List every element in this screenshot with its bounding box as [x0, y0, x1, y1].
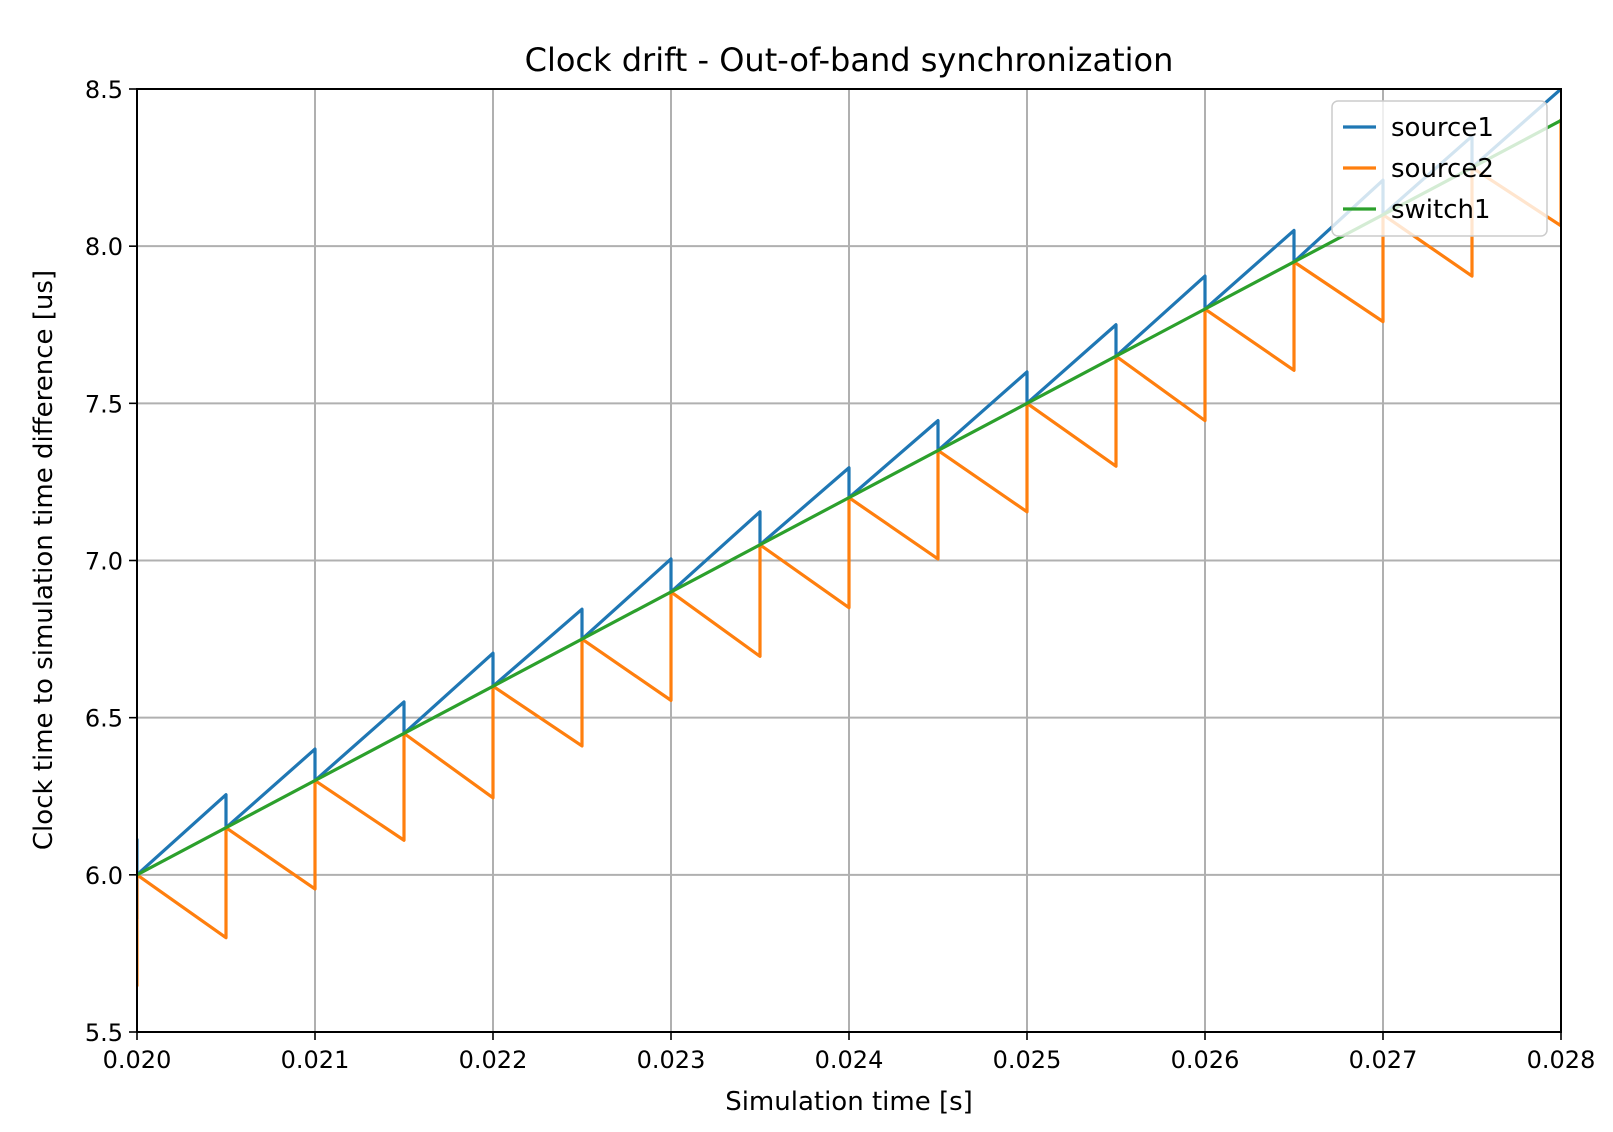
series-line-switch1	[137, 118, 1561, 877]
x-tick-label: 0.028	[1527, 1046, 1596, 1074]
legend-label-source2: source2	[1391, 154, 1494, 184]
x-tick-label: 0.022	[459, 1046, 528, 1074]
x-tick-label: 0.024	[815, 1046, 884, 1074]
chart-title: Clock drift - Out-of-band synchronizatio…	[525, 41, 1174, 79]
y-tick-label: 7.5	[85, 390, 123, 418]
x-tick-label: 0.026	[1171, 1046, 1240, 1074]
y-tick-label: 8.0	[85, 233, 123, 261]
legend-label-switch1: switch1	[1391, 195, 1491, 225]
y-tick-label: 5.5	[85, 1019, 123, 1047]
y-tick-label: 7.0	[85, 548, 123, 576]
x-tick-label: 0.025	[993, 1046, 1062, 1074]
series-line-source2	[137, 118, 1561, 987]
y-tick-label: 6.0	[85, 862, 123, 890]
y-tick-label: 8.5	[85, 76, 123, 104]
series-group	[137, 89, 1561, 987]
legend-box	[1331, 100, 1548, 237]
x-tick-label: 0.021	[281, 1046, 350, 1074]
x-tick-label: 0.020	[103, 1046, 172, 1074]
legend: source1 source2 switch1	[1331, 100, 1548, 237]
x-tick-label: 0.027	[1349, 1046, 1418, 1074]
series-line-source1	[137, 89, 1561, 921]
y-tick-label: 6.5	[85, 705, 123, 733]
legend-label-source1: source1	[1391, 113, 1494, 143]
y-axis-label: Clock time to simulation time difference…	[29, 270, 59, 850]
x-tick-label: 0.023	[637, 1046, 706, 1074]
x-axis-label: Simulation time [s]	[725, 1087, 973, 1117]
ticks: 0.020 0.021 0.022 0.023 0.024 0.025 0.026 0.027…	[85, 76, 1596, 1074]
